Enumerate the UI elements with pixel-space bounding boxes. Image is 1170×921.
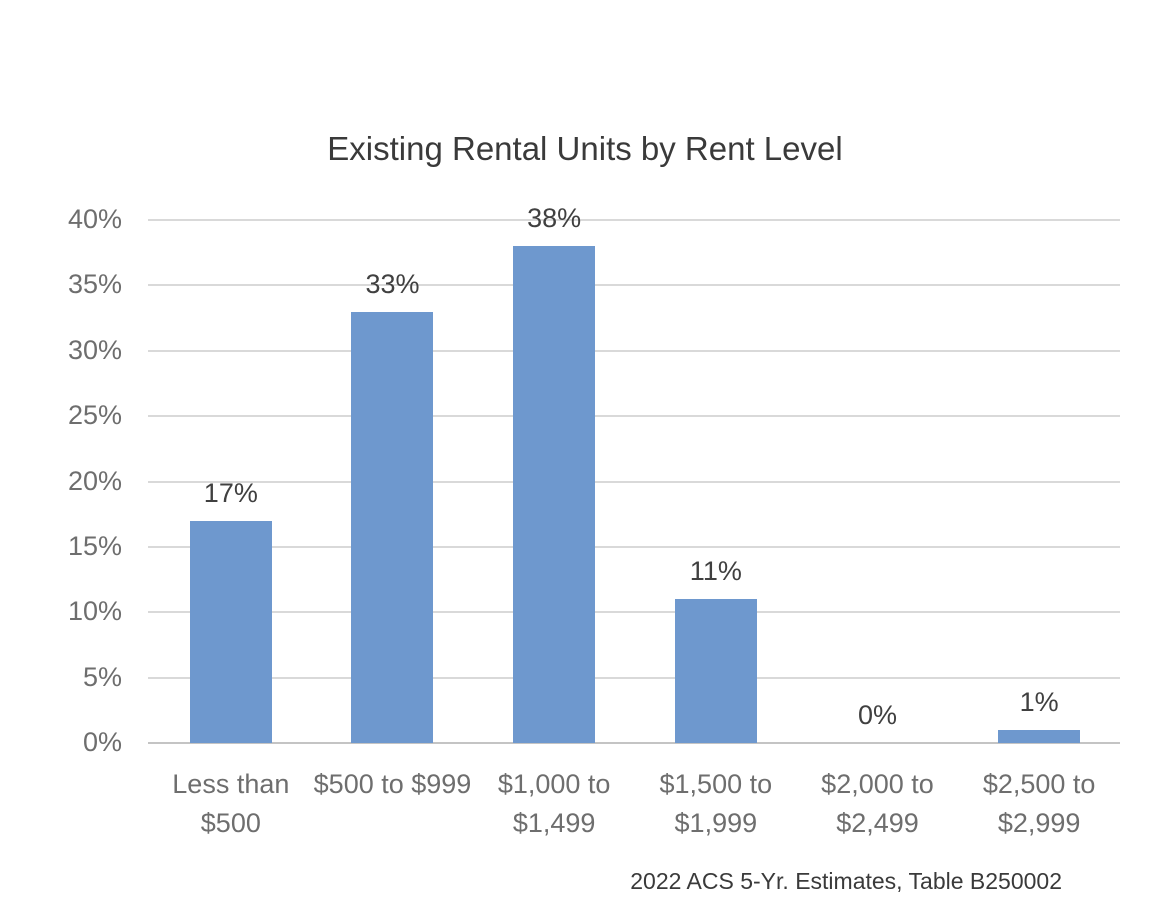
category-slot: 0% $2,000 to $2,499 bbox=[797, 220, 959, 839]
bar bbox=[189, 520, 272, 743]
chart-title: Existing Rental Units by Rent Level bbox=[327, 130, 843, 167]
y-tick-label: 40% bbox=[67, 204, 122, 234]
category-slot: 1% $2,500 to $2,999 bbox=[958, 220, 1120, 838]
bar bbox=[513, 246, 596, 743]
x-category-label: $500 to $999 bbox=[313, 769, 472, 799]
bar-value-label: 11% bbox=[689, 556, 742, 587]
y-tick-label: 20% bbox=[67, 465, 122, 496]
bar-value-label: 33% bbox=[365, 268, 420, 299]
y-tick-label: 15% bbox=[67, 530, 122, 561]
y-tick-label: 25% bbox=[67, 400, 122, 431]
bar bbox=[998, 729, 1081, 743]
category-slot: 17% Less than $500 bbox=[150, 220, 312, 838]
gridline bbox=[148, 545, 1120, 548]
bar-value-label: 0% bbox=[857, 700, 897, 730]
category-slot: 38% $1,000 to $1,499 bbox=[473, 205, 635, 838]
x-category-label: Less than $500 bbox=[172, 769, 290, 838]
y-tick-label: 30% bbox=[67, 334, 122, 365]
category-slot: 11% $1,500 to $1,999 bbox=[635, 220, 797, 838]
gridline bbox=[148, 349, 1120, 352]
x-category-label: $1,500 to $1,999 bbox=[659, 769, 773, 838]
gridline bbox=[148, 676, 1120, 679]
x-axis-line bbox=[148, 742, 1120, 744]
gridline bbox=[148, 219, 1120, 221]
gridline bbox=[148, 415, 1120, 418]
bar bbox=[674, 599, 757, 743]
gridline bbox=[148, 284, 1120, 287]
bar-value-label: 17% bbox=[203, 477, 258, 508]
y-tick-label: 0% bbox=[82, 727, 122, 757]
y-tick-label: 35% bbox=[67, 269, 122, 300]
gridline bbox=[148, 480, 1120, 483]
x-category-label: $2,000 to $2,499 bbox=[821, 769, 934, 838]
source-note: 2022 ACS 5-Yr. Estimates, Table B250002 bbox=[630, 868, 1062, 894]
bar bbox=[351, 311, 434, 743]
bar-value-label: 38% bbox=[527, 203, 582, 234]
x-category-label: $1,000 to $1,499 bbox=[497, 769, 611, 838]
y-tick-label: 5% bbox=[82, 661, 122, 692]
plot-area: 0% 5% 10% 15% 20% 25% 30% 35% 40% 17% Less than $5… bbox=[68, 205, 1120, 839]
x-category-label: $2,500 to $2,999 bbox=[982, 769, 1096, 838]
gridline bbox=[148, 611, 1120, 614]
y-tick-label: 10% bbox=[67, 596, 122, 627]
category-slot: 33% $500 to $999 bbox=[312, 220, 474, 799]
bar-value-label: 1% bbox=[1019, 686, 1059, 717]
